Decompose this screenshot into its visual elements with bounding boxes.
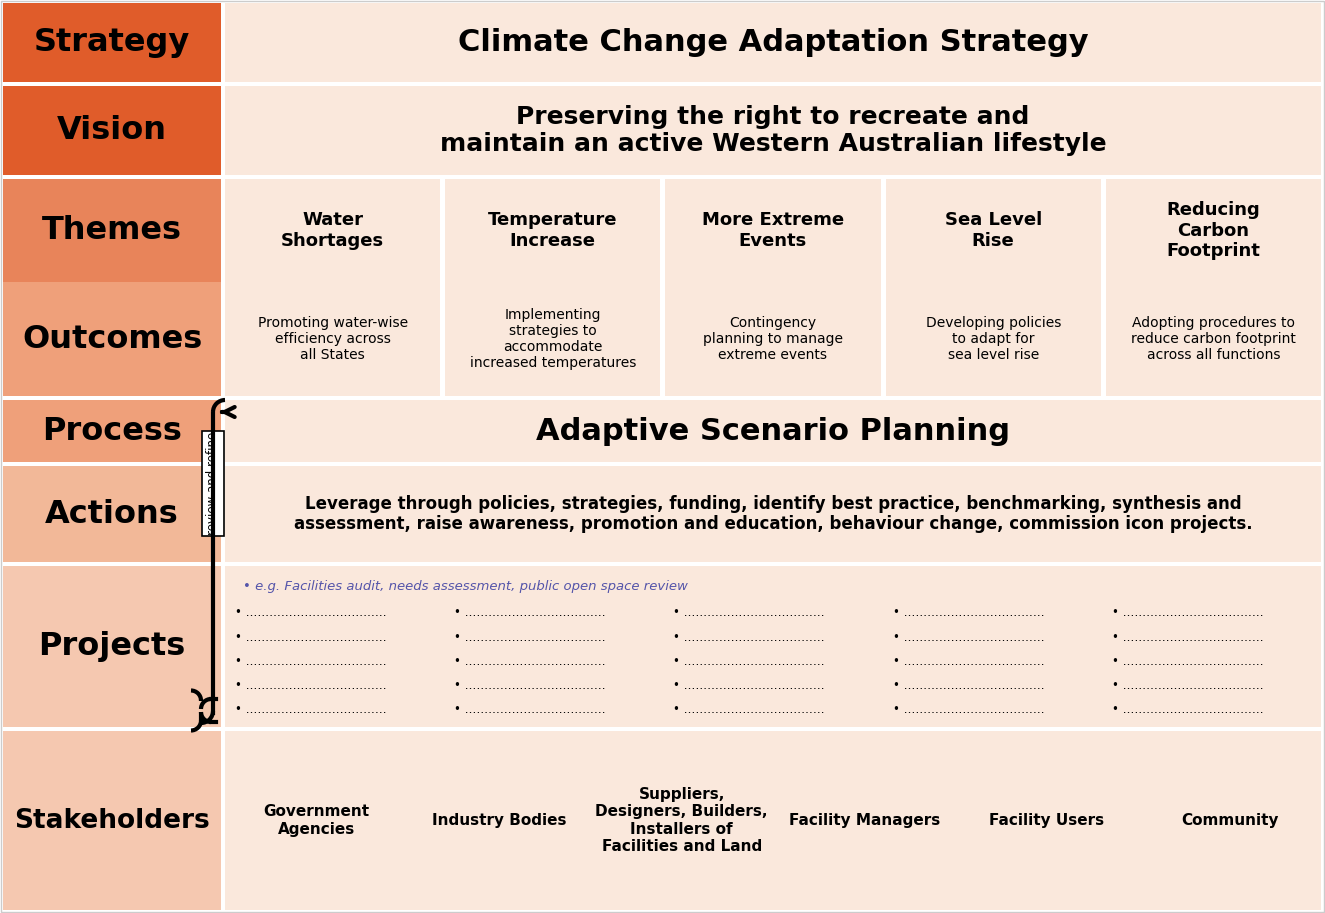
Text: • ………………………………: • ……………………………… (893, 655, 1044, 667)
Text: Implementing
strategies to
accommodate
increased temperatures: Implementing strategies to accommodate i… (469, 308, 636, 371)
FancyBboxPatch shape (885, 282, 1101, 396)
Text: Developing policies
to adapt for
sea level rise: Developing policies to adapt for sea lev… (925, 316, 1061, 362)
Text: • e.g. Facilities audit, needs assessment, public open space review: • e.g. Facilities audit, needs assessmen… (242, 580, 688, 593)
FancyBboxPatch shape (225, 3, 1321, 82)
FancyBboxPatch shape (201, 431, 224, 536)
FancyBboxPatch shape (3, 466, 221, 562)
Text: Actions: Actions (45, 498, 179, 530)
Text: • ………………………………: • ……………………………… (673, 679, 825, 692)
Text: Sea Level
Rise: Sea Level Rise (945, 211, 1041, 250)
Text: • ………………………………: • ……………………………… (454, 606, 606, 619)
Text: Adaptive Scenario Planning: Adaptive Scenario Planning (537, 416, 1010, 446)
FancyBboxPatch shape (3, 731, 221, 910)
FancyBboxPatch shape (225, 400, 1321, 462)
Text: • ………………………………: • ……………………………… (235, 655, 387, 667)
Text: • ………………………………: • ……………………………… (893, 631, 1044, 644)
Text: Facility Users: Facility Users (990, 813, 1105, 828)
Text: • ………………………………: • ……………………………… (454, 655, 606, 667)
Text: Stakeholders: Stakeholders (15, 807, 209, 834)
Text: Process: Process (42, 415, 182, 446)
Text: Facility Managers: Facility Managers (788, 813, 939, 828)
Text: • ………………………………: • ……………………………… (673, 655, 825, 667)
FancyBboxPatch shape (3, 179, 221, 282)
FancyBboxPatch shape (3, 566, 221, 727)
Text: Promoting water-wise
efficiency across
all States: Promoting water-wise efficiency across a… (257, 316, 408, 362)
Text: More Extreme
Events: More Extreme Events (702, 211, 844, 250)
Text: Government
Agencies: Government Agencies (264, 804, 370, 836)
FancyBboxPatch shape (1106, 282, 1321, 396)
Text: Outcomes: Outcomes (23, 323, 203, 354)
Text: Reducing
Carbon
Footprint: Reducing Carbon Footprint (1166, 201, 1260, 260)
FancyBboxPatch shape (225, 466, 1321, 562)
Text: Leverage through policies, strategies, funding, identify best practice, benchmar: Leverage through policies, strategies, f… (294, 495, 1252, 533)
Text: • ………………………………: • ……………………………… (893, 703, 1044, 716)
Text: review and refine: review and refine (207, 431, 220, 535)
FancyBboxPatch shape (665, 282, 881, 396)
Text: • ………………………………: • ……………………………… (1112, 631, 1264, 644)
Text: Vision: Vision (57, 115, 167, 146)
Text: • ………………………………: • ……………………………… (235, 631, 387, 644)
FancyBboxPatch shape (225, 731, 1321, 910)
Text: • ………………………………: • ……………………………… (235, 703, 387, 716)
Text: • ………………………………: • ……………………………… (1112, 655, 1264, 667)
FancyBboxPatch shape (225, 566, 1321, 727)
FancyBboxPatch shape (225, 282, 440, 396)
FancyBboxPatch shape (3, 400, 221, 462)
Text: • ………………………………: • ……………………………… (673, 606, 825, 619)
Text: Adopting procedures to
reduce carbon footprint
across all functions: Adopting procedures to reduce carbon foo… (1132, 316, 1296, 362)
Text: Contingency
planning to manage
extreme events: Contingency planning to manage extreme e… (704, 316, 843, 362)
Text: Climate Change Adaptation Strategy: Climate Change Adaptation Strategy (457, 28, 1088, 57)
Text: Projects: Projects (38, 631, 186, 662)
Text: • ………………………………: • ……………………………… (454, 679, 606, 692)
Text: Temperature
Increase: Temperature Increase (488, 211, 617, 250)
Text: • ………………………………: • ……………………………… (235, 679, 387, 692)
FancyBboxPatch shape (885, 179, 1101, 282)
Text: Themes: Themes (42, 215, 182, 246)
Text: Industry Bodies: Industry Bodies (432, 813, 566, 828)
FancyBboxPatch shape (3, 3, 221, 82)
FancyBboxPatch shape (665, 179, 881, 282)
Text: Water
Shortages: Water Shortages (281, 211, 384, 250)
FancyBboxPatch shape (3, 86, 221, 175)
Text: Preserving the right to recreate and
maintain an active Western Australian lifes: Preserving the right to recreate and mai… (440, 105, 1106, 156)
FancyBboxPatch shape (3, 282, 221, 396)
Text: • ………………………………: • ……………………………… (673, 631, 825, 644)
Text: Strategy: Strategy (34, 27, 189, 58)
Text: • ………………………………: • ……………………………… (454, 703, 606, 716)
Text: • ………………………………: • ……………………………… (1112, 606, 1264, 619)
Text: Community: Community (1181, 813, 1279, 828)
FancyBboxPatch shape (1106, 179, 1321, 282)
FancyBboxPatch shape (225, 86, 1321, 175)
FancyBboxPatch shape (445, 179, 660, 282)
Text: • ………………………………: • ……………………………… (454, 631, 606, 644)
Text: • ………………………………: • ……………………………… (893, 606, 1044, 619)
FancyBboxPatch shape (445, 282, 660, 396)
Text: • ………………………………: • ……………………………… (235, 606, 387, 619)
Text: • ………………………………: • ……………………………… (893, 679, 1044, 692)
Text: • ………………………………: • ……………………………… (1112, 703, 1264, 716)
Text: • ………………………………: • ……………………………… (1112, 679, 1264, 692)
Text: • ………………………………: • ……………………………… (673, 703, 825, 716)
FancyBboxPatch shape (225, 179, 440, 282)
Text: Suppliers,
Designers, Builders,
Installers of
Facilities and Land: Suppliers, Designers, Builders, Installe… (595, 787, 768, 854)
